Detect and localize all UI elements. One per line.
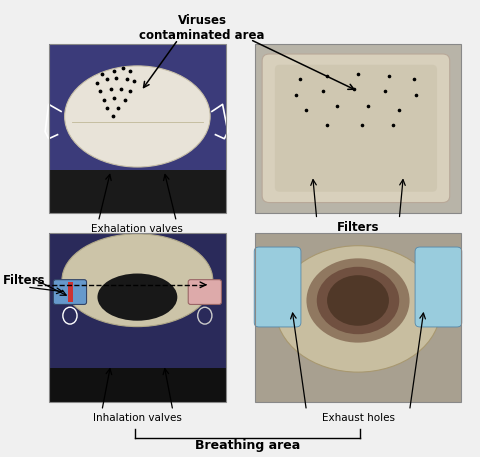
Ellipse shape	[64, 66, 210, 167]
Bar	[254, 233, 460, 402]
Text: Filters: Filters	[336, 221, 378, 234]
Ellipse shape	[316, 267, 398, 334]
Text: Breathing area: Breathing area	[195, 440, 300, 452]
FancyBboxPatch shape	[262, 54, 449, 202]
Text: Filters: Filters	[3, 274, 46, 287]
Bar	[48, 368, 226, 402]
Bar	[48, 233, 226, 402]
Ellipse shape	[326, 275, 388, 326]
Bar	[48, 44, 226, 213]
Ellipse shape	[62, 234, 212, 327]
Text: Exhalation valves: Exhalation valves	[91, 224, 183, 234]
FancyBboxPatch shape	[254, 247, 300, 327]
FancyBboxPatch shape	[414, 247, 461, 327]
FancyBboxPatch shape	[274, 65, 436, 192]
Bar	[254, 44, 460, 213]
FancyBboxPatch shape	[188, 280, 221, 304]
Bar	[48, 170, 226, 213]
Bar	[68, 282, 73, 302]
Text: Exhaust holes: Exhaust holes	[321, 413, 394, 423]
Bar	[254, 44, 460, 213]
Ellipse shape	[97, 273, 177, 321]
Ellipse shape	[306, 258, 408, 343]
FancyBboxPatch shape	[53, 280, 86, 304]
Bar	[254, 233, 460, 402]
Ellipse shape	[275, 246, 440, 372]
Text: Viruses
contaminated area: Viruses contaminated area	[139, 14, 264, 43]
Bar	[48, 44, 226, 213]
Text: Inhalation valves: Inhalation valves	[93, 413, 181, 423]
Bar	[48, 233, 226, 402]
